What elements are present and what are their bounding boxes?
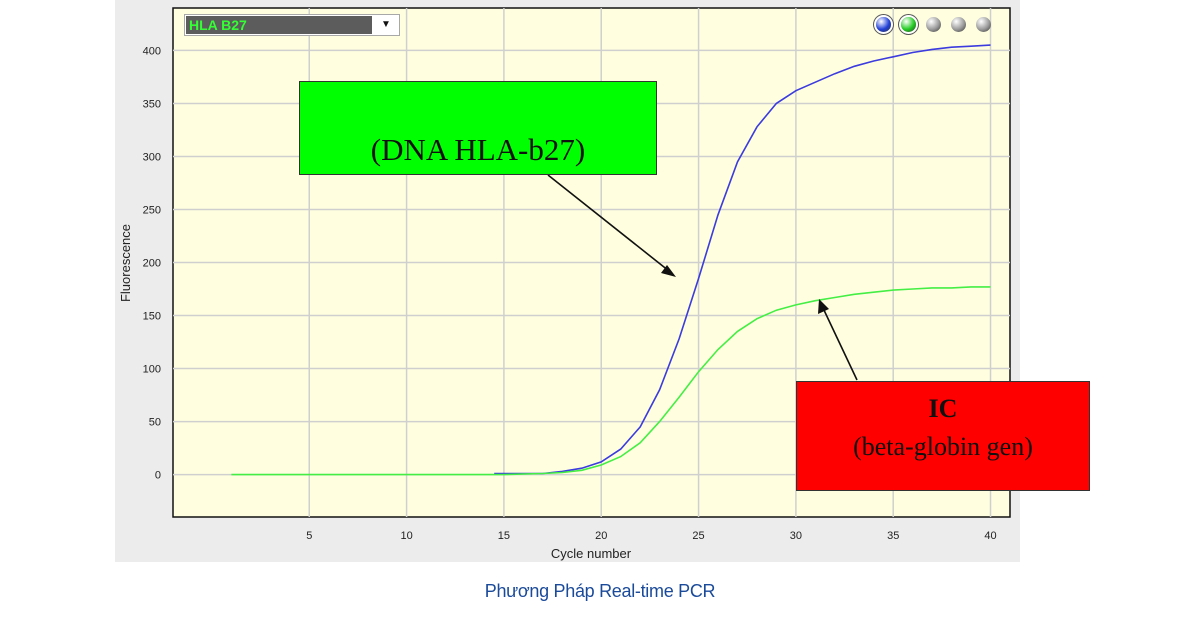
x-tick-label: 35 [887, 530, 899, 542]
ic-arrowhead [818, 299, 829, 314]
y-tick-label: 0 [155, 470, 161, 482]
chevron-down-icon[interactable]: ▼ [381, 19, 391, 30]
annotation-arrows [547, 174, 858, 381]
series-toggle-dot[interactable] [876, 17, 891, 32]
dna-arrow [547, 174, 670, 272]
x-tick-label: 10 [400, 530, 412, 542]
y-tick-label: 150 [143, 311, 161, 323]
series-selector-value: HLA B27 [186, 16, 372, 34]
x-tick-label: 25 [692, 530, 704, 542]
y-tick-label: 350 [143, 98, 161, 110]
series-selector[interactable]: HLA B27 ▼ [184, 14, 400, 36]
y-axis-title: Fluorescence [118, 224, 133, 302]
y-tick-label: 200 [143, 258, 161, 270]
series-toggle-dot[interactable] [976, 17, 991, 32]
series-toggle-dot[interactable] [951, 17, 966, 32]
dna-arrowhead [661, 265, 676, 277]
dna-annotation-text: (DNA HLA-b27) [370, 132, 586, 167]
y-tick-label: 300 [143, 151, 161, 163]
x-tick-label: 5 [306, 530, 312, 542]
ic-annotation-subtitle: (beta-globin gen) [853, 432, 1033, 461]
series-toggle-dot[interactable] [901, 17, 916, 32]
x-axis-title: Cycle number [551, 546, 632, 561]
x-tick-label: 15 [498, 530, 510, 542]
x-tick-label: 40 [984, 530, 996, 542]
page-caption: Phương Pháp Real-time PCR [484, 581, 716, 601]
x-tick-label: 20 [595, 530, 607, 542]
series-toggle-dot[interactable] [926, 17, 941, 32]
series-line-0 [494, 44, 991, 475]
ic-arrow [822, 307, 858, 381]
y-tick-label: 400 [143, 45, 161, 57]
y-tick-label: 50 [149, 417, 161, 429]
x-tick-label: 30 [790, 530, 802, 542]
ic-annotation: IC (beta-globin gen) [796, 381, 1090, 491]
series-lines [231, 44, 991, 476]
y-tick-label: 250 [143, 204, 161, 216]
y-tick-label: 100 [143, 364, 161, 376]
series-line-1 [231, 286, 991, 476]
dna-annotation: (DNA HLA-b27) [299, 81, 657, 175]
ic-annotation-title: IC [928, 394, 958, 423]
